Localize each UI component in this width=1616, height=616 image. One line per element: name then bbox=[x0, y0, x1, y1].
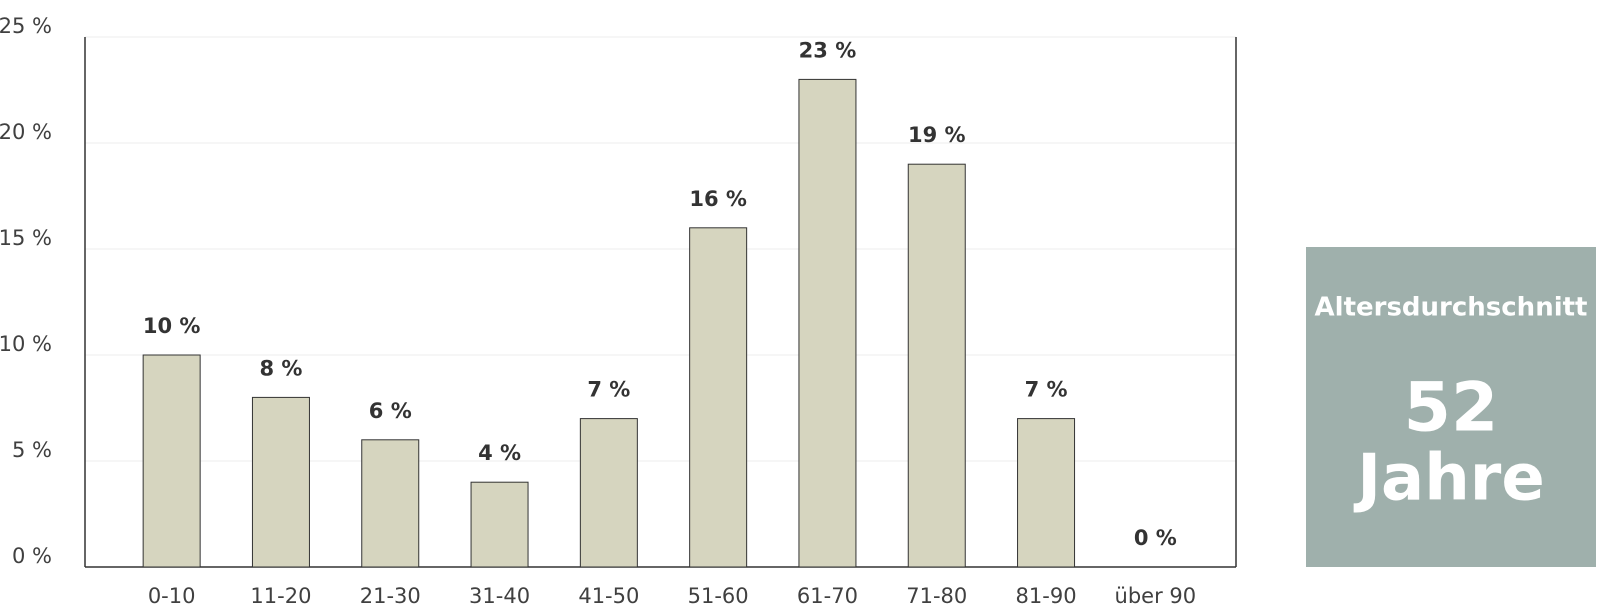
bar bbox=[470, 481, 529, 568]
value-label: 8 % bbox=[259, 356, 302, 380]
value-label: 10 % bbox=[143, 314, 201, 338]
bar bbox=[689, 227, 748, 568]
x-tick-label: 21-30 bbox=[360, 584, 421, 608]
average-unit: Jahre bbox=[1353, 442, 1545, 516]
value-label: 0 % bbox=[1134, 526, 1177, 550]
bar bbox=[361, 439, 420, 568]
x-tick-label: 11-20 bbox=[250, 584, 311, 608]
average-box bbox=[1306, 247, 1596, 567]
bar bbox=[798, 78, 857, 568]
y-tick-label: 10 % bbox=[0, 332, 52, 356]
x-tick-label: 81-90 bbox=[1016, 584, 1077, 608]
x-tick-label: 51-60 bbox=[688, 584, 749, 608]
average-title: Altersdurchschnitt bbox=[1315, 293, 1588, 323]
average-value: 52 bbox=[1404, 369, 1499, 448]
bar bbox=[907, 163, 966, 568]
x-tick-label: 71-80 bbox=[906, 584, 967, 608]
y-tick-label: 15 % bbox=[0, 226, 52, 250]
x-tick-label: 61-70 bbox=[797, 584, 858, 608]
value-label: 16 % bbox=[689, 187, 747, 211]
y-tick-label: 0 % bbox=[12, 544, 52, 568]
y-tick-label: 20 % bbox=[0, 120, 52, 144]
x-tick-label: 31-40 bbox=[469, 584, 530, 608]
y-tick-label: 5 % bbox=[12, 438, 52, 462]
x-tick-label: 0-10 bbox=[148, 584, 196, 608]
x-tick-label: 41-50 bbox=[578, 584, 639, 608]
value-label: 19 % bbox=[908, 123, 966, 147]
x-tick-label: über 90 bbox=[1115, 584, 1197, 608]
bar bbox=[1017, 418, 1076, 568]
y-tick-label: 25 % bbox=[0, 14, 52, 38]
value-label: 7 % bbox=[587, 378, 630, 402]
value-label: 7 % bbox=[1025, 378, 1068, 402]
bar bbox=[251, 396, 310, 568]
value-label: 6 % bbox=[369, 399, 412, 423]
bar bbox=[142, 354, 201, 568]
value-label: 4 % bbox=[478, 441, 521, 465]
value-label: 23 % bbox=[799, 38, 857, 62]
bar bbox=[579, 418, 638, 568]
